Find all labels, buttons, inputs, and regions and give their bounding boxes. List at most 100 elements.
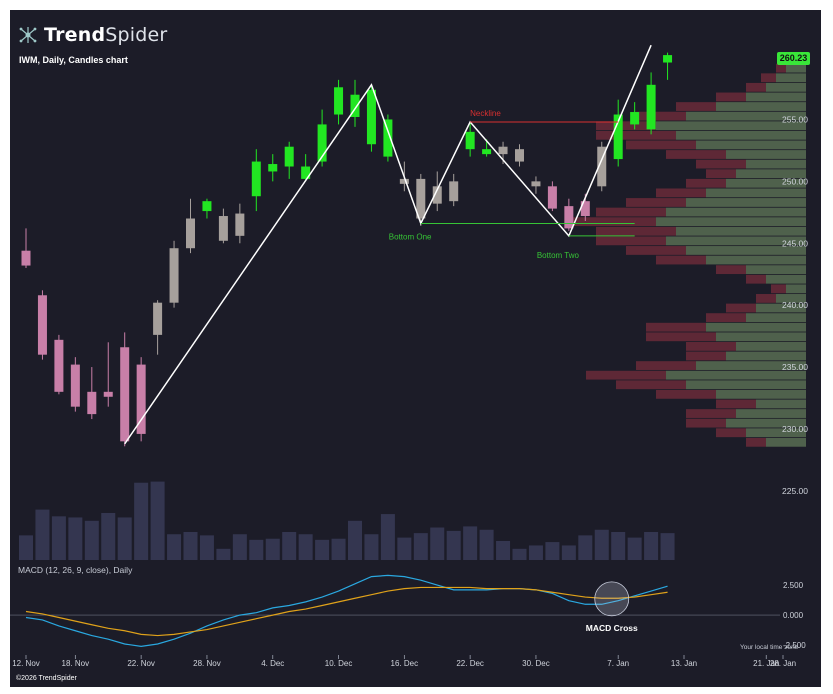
volume-bar (51, 516, 66, 560)
volume-profile-up-bar (686, 111, 806, 121)
macd-cross-label: MACD Cross (586, 623, 638, 633)
volume-bar (68, 517, 83, 560)
volume-profile-down-bar (776, 63, 786, 73)
time-tick-label: 13. Jan (671, 659, 697, 668)
volume-profile-up-bar (686, 198, 806, 207)
volume-bar (19, 535, 33, 560)
volume-bar (183, 532, 198, 560)
volume-profile-down-bar (746, 274, 766, 284)
time-tick-label: 10. Dec (325, 659, 353, 668)
candle-body (136, 364, 146, 434)
volume-bar (101, 512, 116, 560)
chart-canvas: 225.00 230.00 235.00 240.00 245.00 250.00 255.… (10, 44, 808, 668)
volume-profile-up-bar (736, 409, 806, 418)
volume-profile-down-bar (636, 111, 686, 121)
volume-profile-up-bar (716, 389, 806, 399)
candle-body (334, 87, 344, 115)
time-tick-label: 12. Nov (12, 659, 40, 668)
candle-body (235, 213, 245, 236)
volume-profile-down-bar (746, 437, 766, 447)
price-tick-label: 240.00 (782, 300, 808, 310)
bottom-one-label: Bottom One (389, 232, 432, 241)
candle-body (432, 186, 442, 204)
volume-profile-up-bar (666, 370, 806, 380)
trendspider-logo: TrendSpider (18, 24, 167, 46)
candle-body (37, 295, 47, 355)
time-tick-label: 16. Dec (391, 659, 419, 668)
volume-profile-up-bar (716, 332, 806, 342)
bottom-two-label: Bottom Two (537, 251, 580, 260)
macd-tick-label: 0.000 (783, 611, 804, 620)
time-tick-label: 30. Dec (522, 659, 550, 668)
volume-profile-up-bar (776, 294, 806, 303)
volume-profile-down-bar (646, 322, 706, 332)
volume-profile-up-bar (736, 169, 806, 179)
candle-body (580, 201, 590, 217)
time-tick-label: 22. Nov (127, 659, 155, 668)
candle-body (251, 161, 261, 197)
volume-bar (167, 534, 182, 560)
chart-frame: 225.00 230.00 235.00 240.00 245.00 250.00 255.… (10, 10, 821, 687)
volume-profile-up-bar (756, 303, 806, 313)
volume-profile-down-bar (626, 140, 696, 150)
candle-body (317, 124, 327, 162)
volume-profile-down-bar (726, 303, 756, 313)
volume-bar (594, 529, 609, 560)
volume-bar (512, 548, 527, 560)
volume-bar (430, 527, 445, 560)
time-axis: 12. Nov 18. Nov 22. Nov 28. Nov 4. Dec 10. De… (12, 655, 796, 668)
volume-profile-up-bar (726, 150, 806, 159)
price-tick-label: 225.00 (782, 486, 808, 496)
volume-profile-up-bar (726, 178, 806, 188)
candle-body (284, 146, 294, 167)
candle-body (21, 250, 31, 266)
brand-name-bold: Trend (44, 24, 106, 46)
volume-bar (644, 532, 659, 560)
volume-profile-up-bar (686, 380, 806, 390)
volume-profile-up-bar (656, 217, 806, 227)
candle-body (399, 178, 409, 184)
candle-body (169, 248, 179, 303)
volume-bar (348, 520, 362, 560)
signal-line (25, 586, 668, 637)
candle-body (120, 347, 130, 442)
candle-body (186, 218, 195, 249)
volume-profile-up-bar (706, 322, 806, 332)
macd-tick-label: 2.500 (783, 581, 804, 590)
volume-profile-up-bar (656, 121, 806, 131)
volume-profile-down-bar (656, 255, 706, 265)
last-price-badge: 260.23 (777, 52, 810, 65)
volume-profile-up-bar (676, 226, 806, 236)
time-tick-label: 7. Jan (607, 659, 629, 668)
volume-profile-up-bar (696, 361, 806, 370)
volume-bar (216, 548, 231, 560)
volume-profile-up-bar (766, 82, 806, 92)
volume-bar (117, 517, 132, 560)
volume-profile (566, 63, 806, 447)
candle-body (630, 112, 640, 125)
candle-body (202, 201, 212, 212)
volume-bar (397, 537, 412, 560)
volume-profile-up-bar (736, 341, 806, 351)
volume-profile-up-bar (766, 274, 806, 284)
volume-profile-up-bar (756, 399, 806, 409)
neckline-label: Neckline (470, 109, 501, 118)
volume-bar (496, 540, 511, 560)
volume-bar (199, 535, 214, 560)
volume-profile-up-bar (786, 63, 806, 73)
volume-bar (315, 539, 330, 560)
volume-profile-up-bar (706, 255, 806, 265)
volume-profile-down-bar (596, 121, 656, 131)
volume-profile-down-bar (586, 370, 666, 380)
volume-profile-up-bar (746, 92, 806, 102)
volume-bar (282, 532, 297, 560)
volume-profile-down-bar (596, 226, 676, 236)
timezone-note[interactable]: Your local time zone (740, 644, 799, 651)
volume-bar (528, 545, 543, 560)
volume-profile-up-bar (726, 418, 806, 428)
time-tick-label: 22. Dec (456, 659, 484, 668)
volume-profile-down-bar (656, 188, 706, 198)
volume-profile-up-bar (676, 130, 806, 140)
time-tick-label: 18. Nov (62, 659, 90, 668)
macd-cross-marker (594, 581, 630, 617)
